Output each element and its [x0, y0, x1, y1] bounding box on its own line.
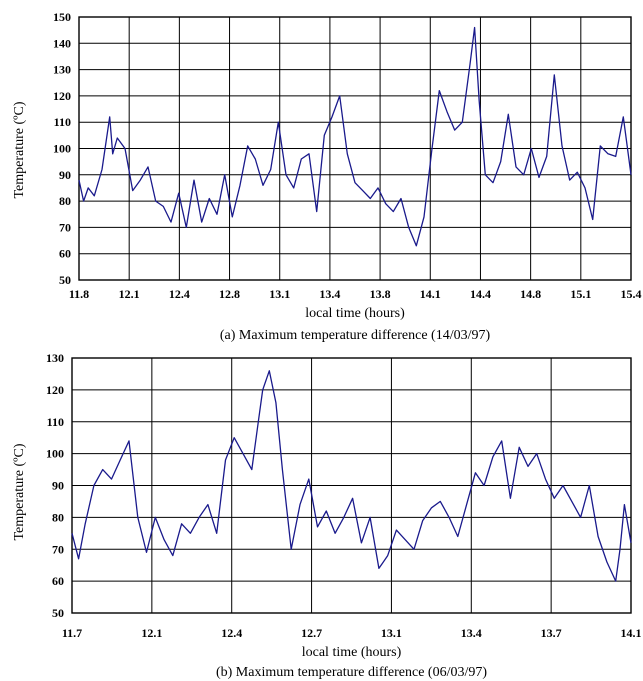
- y-tick-label: 70: [59, 220, 71, 234]
- panel-caption: (a) Maximum temperature difference (14/0…: [220, 328, 491, 343]
- y-tick-label: 60: [59, 247, 71, 261]
- x-axis-label: local time (hours): [305, 306, 405, 321]
- x-tick-label: 13.4: [461, 626, 482, 640]
- y-tick-label: 120: [46, 383, 64, 397]
- y-axis-label: Temperature (ºC): [12, 101, 27, 198]
- x-tick-label: 11.7: [62, 626, 82, 640]
- x-tick-label: 12.8: [219, 287, 240, 301]
- y-tick-label: 50: [59, 273, 71, 287]
- x-tick-label: 14.1: [621, 626, 642, 640]
- x-tick-label: 13.1: [381, 626, 402, 640]
- y-tick-label: 80: [59, 194, 71, 208]
- chart-panel-a: 11.8 12.1 12.4 12.8 13.1 13.4 13.8 14.1 14.4 14.8…: [12, 10, 642, 343]
- y-tick-label: 90: [52, 479, 64, 493]
- y-axis-label: Temperature (ºC): [12, 443, 27, 540]
- x-tick-label: 14.4: [470, 287, 491, 301]
- x-tick-label: 13.1: [269, 287, 290, 301]
- y-tick-label: 80: [52, 510, 64, 524]
- x-tick-label: 14.8: [520, 287, 541, 301]
- x-axis-label: local time (hours): [302, 645, 402, 660]
- y-tick-label: 130: [53, 63, 71, 77]
- x-tick-label: 12.7: [301, 626, 322, 640]
- x-tick-label: 12.1: [141, 626, 162, 640]
- plot-frame: [71, 357, 632, 614]
- x-tick-label: 13.8: [370, 287, 391, 301]
- x-tick-label: 13.7: [541, 626, 562, 640]
- y-tick-label: 120: [53, 89, 71, 103]
- y-tick-label: 140: [53, 36, 71, 50]
- x-tick-label: 15.1: [570, 287, 591, 301]
- y-tick-label: 100: [53, 142, 71, 156]
- x-tick-label: 12.4: [221, 626, 242, 640]
- y-tick-label: 50: [52, 606, 64, 620]
- x-tick-label: 11.8: [69, 287, 89, 301]
- x-tick-label: 12.1: [119, 287, 140, 301]
- plot-frame: [78, 16, 632, 281]
- y-tick-label: 60: [52, 574, 64, 588]
- temperature-series-line: [71, 370, 632, 582]
- y-tick-label: 110: [47, 415, 64, 429]
- y-tick-label: 110: [54, 115, 71, 129]
- panel-caption: (b) Maximum temperature difference (06/0…: [216, 665, 487, 680]
- chart-panel-b: 11.7 12.1 12.4 12.7 13.1 13.4 13.7 14.1 50 60 70 80…: [12, 351, 642, 680]
- x-tick-label: 15.4: [621, 287, 642, 301]
- y-tick-label: 70: [52, 542, 64, 556]
- y-tick-label: 150: [53, 10, 71, 24]
- y-tick-label: 130: [46, 351, 64, 365]
- x-tick-label: 13.4: [319, 287, 340, 301]
- y-tick-label: 90: [59, 168, 71, 182]
- temperature-series-line: [78, 26, 632, 247]
- x-tick-label: 12.4: [169, 287, 190, 301]
- x-tick-label: 14.1: [420, 287, 441, 301]
- y-tick-label: 100: [46, 447, 64, 461]
